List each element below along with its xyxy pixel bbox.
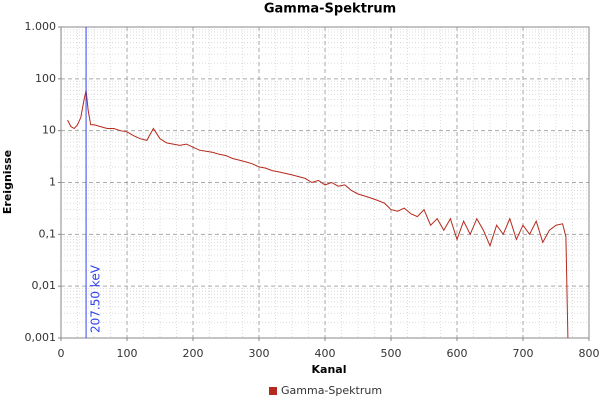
- x-tick-label: 200: [183, 347, 204, 360]
- y-tick-label: 1.000: [25, 20, 57, 33]
- x-tick-label: 800: [579, 347, 600, 360]
- legend-swatch: [269, 387, 277, 395]
- x-tick-label: 500: [381, 347, 402, 360]
- spectrum-line: [67, 90, 569, 339]
- plot-border: [60, 26, 590, 339]
- y-tick-label: 0,01: [32, 279, 57, 292]
- x-tick-label: 0: [58, 347, 65, 360]
- y-tick-label: 100: [35, 72, 56, 85]
- x-axis-title: Kanal: [312, 363, 347, 376]
- y-tick-label: 0,001: [25, 331, 57, 344]
- legend-label: Gamma-Spektrum: [281, 384, 382, 397]
- x-tick-label: 300: [249, 347, 270, 360]
- x-tick-label: 700: [513, 347, 534, 360]
- legend: Gamma-Spektrum: [269, 384, 382, 397]
- y-tick-label: 0,1: [39, 227, 57, 240]
- x-tick-label: 100: [117, 347, 138, 360]
- x-tick-label: 400: [315, 347, 336, 360]
- x-tick-label: 600: [447, 347, 468, 360]
- y-tick-label: 1: [49, 176, 56, 189]
- y-tick-label: 10: [42, 124, 56, 137]
- marker-label: 207.50 keV: [89, 264, 103, 333]
- chart-title: Gamma-Spektrum: [264, 2, 396, 17]
- y-axis-title: Ereignisse: [1, 150, 14, 214]
